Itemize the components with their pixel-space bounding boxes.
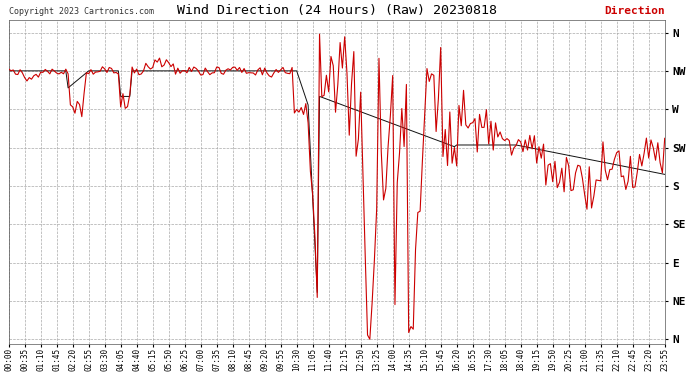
Text: Direction: Direction <box>604 6 664 16</box>
Text: Copyright 2023 Cartronics.com: Copyright 2023 Cartronics.com <box>9 8 154 16</box>
Title: Wind Direction (24 Hours) (Raw) 20230818: Wind Direction (24 Hours) (Raw) 20230818 <box>177 4 497 17</box>
